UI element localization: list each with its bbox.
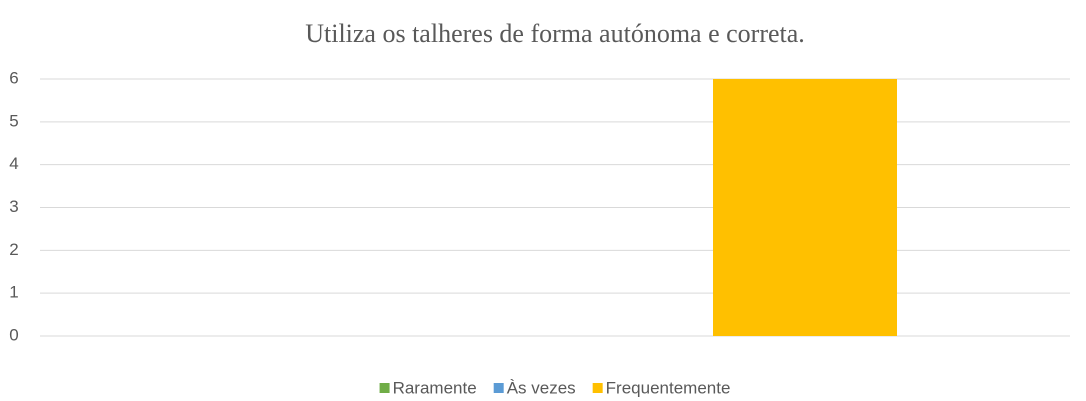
y-tick-label: 6	[9, 68, 18, 87]
y-tick-label: 1	[9, 283, 18, 302]
chart-title: Utiliza os talheres de forma autónoma e …	[305, 19, 805, 48]
legend-label: Às vezes	[507, 378, 576, 397]
legend-swatch	[379, 383, 390, 393]
legend-swatch	[592, 383, 603, 393]
y-tick-label: 2	[9, 240, 18, 259]
y-tick-label: 0	[9, 325, 18, 344]
legend-label: Raramente	[393, 378, 477, 397]
bar	[713, 79, 897, 336]
y-tick-label: 4	[9, 154, 18, 173]
legend-label: Frequentemente	[606, 378, 731, 397]
legend-swatch	[493, 383, 504, 393]
y-tick-label: 5	[9, 111, 18, 130]
y-tick-label: 3	[9, 197, 18, 216]
